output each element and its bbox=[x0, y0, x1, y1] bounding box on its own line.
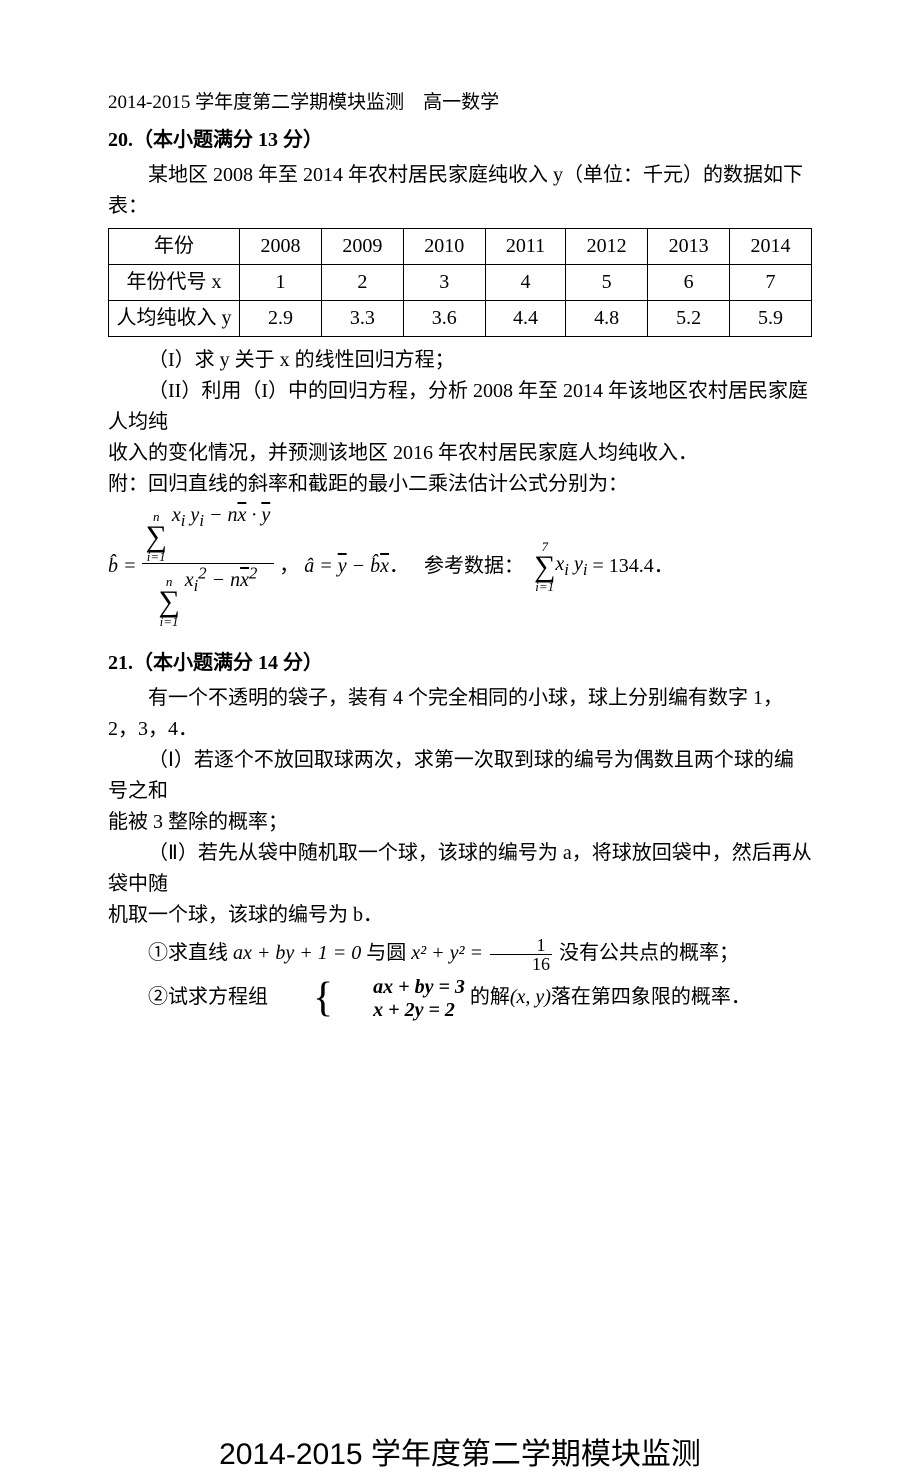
cell: 2012 bbox=[566, 229, 648, 265]
q21-heading: 21.（本小题满分 14 分） bbox=[108, 648, 812, 679]
q20-intro: 某地区 2008 年至 2014 年农村居民家庭纯收入 y（单位：千元）的数据如… bbox=[108, 160, 812, 222]
cell: 2011 bbox=[485, 229, 565, 265]
q21-intro: 有一个不透明的袋子，装有 4 个完全相同的小球，球上分别编有数字 1，2，3，4… bbox=[108, 683, 812, 745]
bhat-formula: b̂ = n ∑ i=1 xi yi − nx · y n ∑ i=1 bbox=[108, 504, 274, 628]
table-row-y: 人均纯收入 y 2.9 3.3 3.6 4.4 4.8 5.2 5.9 bbox=[109, 301, 812, 337]
equation-system: { ax + by = 3 x + 2y = 2 bbox=[273, 976, 465, 1022]
cell: 3.3 bbox=[321, 301, 403, 337]
row-label: 人均纯收入 y bbox=[109, 301, 240, 337]
cell: 2014 bbox=[730, 229, 812, 265]
q20-formula: b̂ = n ∑ i=1 xi yi − nx · y n ∑ i=1 bbox=[108, 504, 812, 628]
page-header: 2014-2015 学年度第二学期模块监测 高一数学 bbox=[108, 88, 812, 117]
table-row-year: 年份 2008 2009 2010 2011 2012 2013 2014 bbox=[109, 229, 812, 265]
q20-part2a: （II）利用（I）中的回归方程，分析 2008 年至 2014 年该地区农村居民… bbox=[108, 376, 812, 438]
ahat-formula: â = y − b̂x bbox=[304, 551, 389, 582]
q20-part1: （I）求 y 关于 x 的线性回归方程； bbox=[108, 345, 812, 376]
q21-part2b: 机取一个球，该球的编号为 b． bbox=[108, 900, 812, 931]
ref-label: 参考数据： bbox=[424, 551, 524, 582]
cell: 3 bbox=[403, 265, 485, 301]
q20-heading: 20.（本小题满分 13 分） bbox=[108, 125, 812, 156]
cell: 2008 bbox=[240, 229, 322, 265]
q21-part1b: 能被 3 整除的概率； bbox=[108, 807, 812, 838]
footer-title: 2014-2015 学年度第二学期模块监测 bbox=[108, 1432, 812, 1478]
cell: 7 bbox=[730, 265, 812, 301]
q20-data-table: 年份 2008 2009 2010 2011 2012 2013 2014 年份… bbox=[108, 228, 812, 337]
q20-attach: 附：回归直线的斜率和截距的最小二乘法估计公式分别为： bbox=[108, 469, 812, 500]
cell: 4 bbox=[485, 265, 565, 301]
ref-value: = 134.4 bbox=[592, 551, 653, 582]
row-label: 年份代号 x bbox=[109, 265, 240, 301]
q20-part2b: 收入的变化情况，并预测该地区 2016 年农村居民家庭人均纯收入． bbox=[108, 438, 812, 469]
cell: 2.9 bbox=[240, 301, 322, 337]
cell: 4.8 bbox=[566, 301, 648, 337]
cell: 2013 bbox=[648, 229, 730, 265]
q21-sub1: ①求直线 ax + by + 1 = 0 与圆 x² + y² = 116 没有… bbox=[108, 931, 812, 975]
row-label: 年份 bbox=[109, 229, 240, 265]
cell: 3.6 bbox=[403, 301, 485, 337]
cell: 5.2 bbox=[648, 301, 730, 337]
cell: 2010 bbox=[403, 229, 485, 265]
cell: 4.4 bbox=[485, 301, 565, 337]
q21-sub2: ②试求方程组 { ax + by = 3 x + 2y = 2 的解(x, y)… bbox=[108, 975, 812, 1021]
q21-part1a: （Ⅰ）若逐个不放回取球两次，求第一次取到球的编号为偶数且两个球的编号之和 bbox=[108, 745, 812, 807]
cell: 5.9 bbox=[730, 301, 812, 337]
table-row-x: 年份代号 x 1 2 3 4 5 6 7 bbox=[109, 265, 812, 301]
page: 2014-2015 学年度第二学期模块监测 高一数学 20.（本小题满分 13 … bbox=[0, 0, 920, 1300]
cell: 2009 bbox=[321, 229, 403, 265]
cell: 5 bbox=[566, 265, 648, 301]
cell: 6 bbox=[648, 265, 730, 301]
q21-part2a: （Ⅱ）若先从袋中随机取一个球，该球的编号为 a，将球放回袋中，然后再从袋中随 bbox=[108, 838, 812, 900]
cell: 2 bbox=[321, 265, 403, 301]
cell: 1 bbox=[240, 265, 322, 301]
ref-sigma: 7 ∑ i=1 bbox=[534, 540, 555, 593]
